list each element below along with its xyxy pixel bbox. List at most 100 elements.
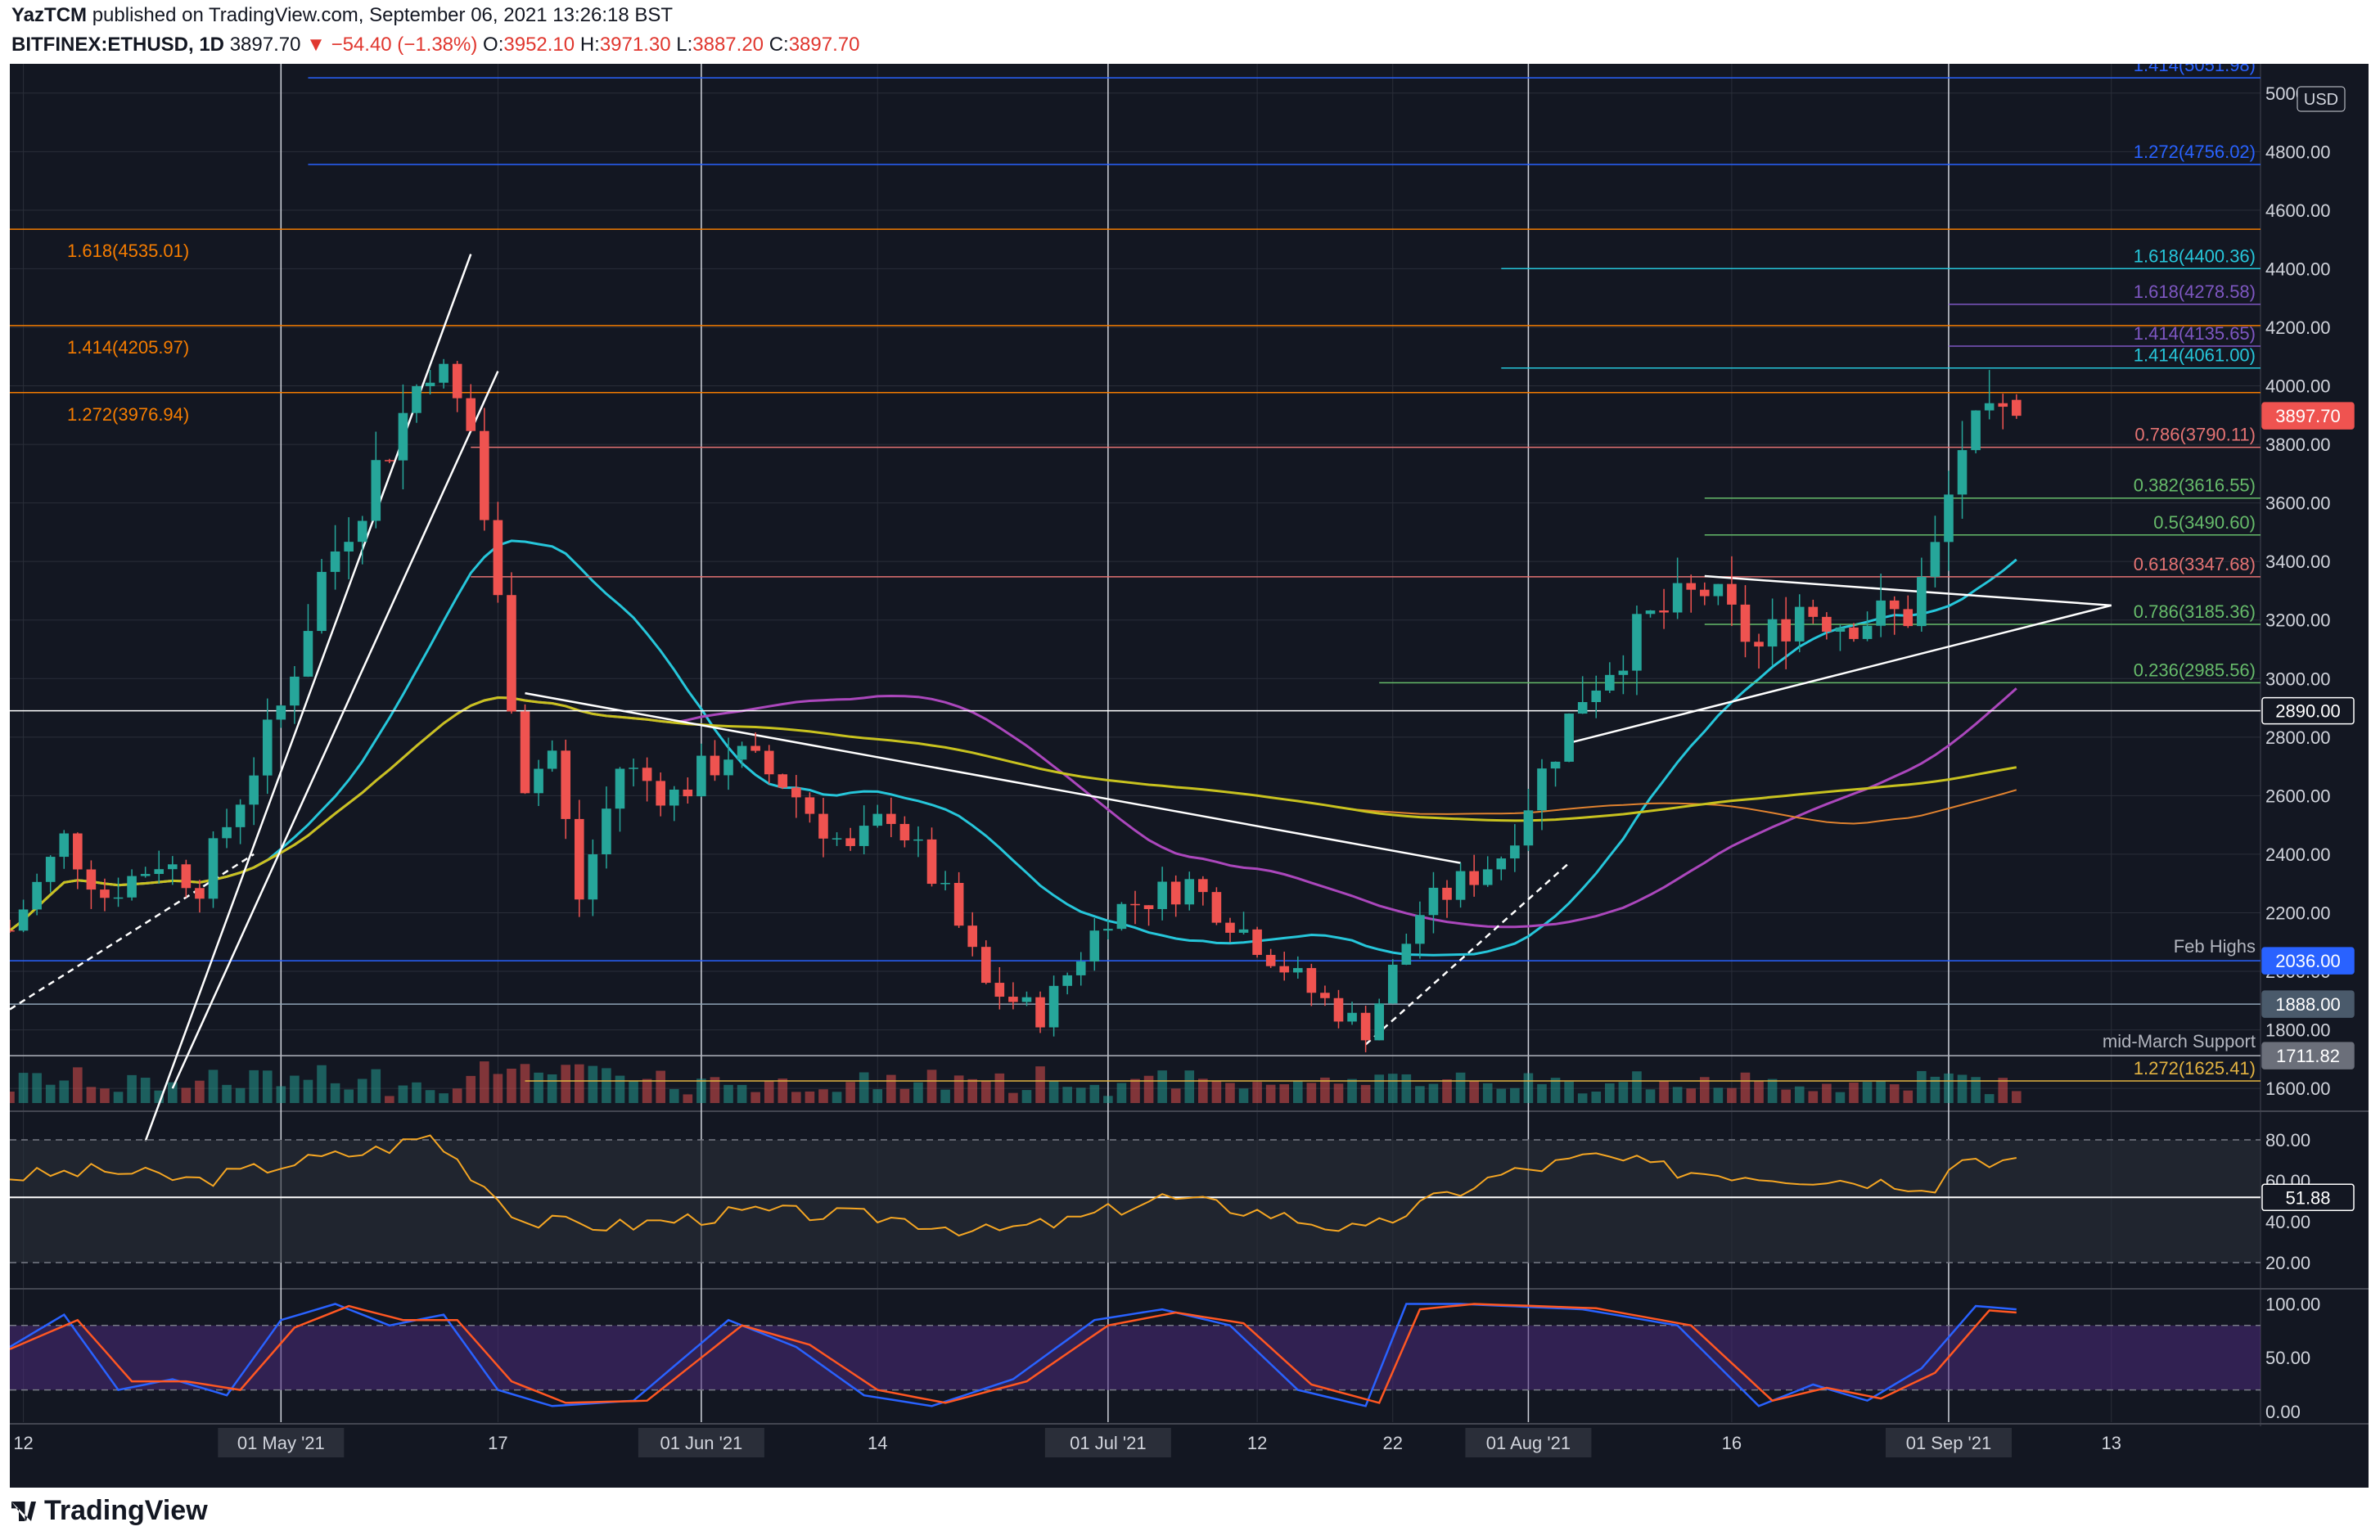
volume-bar [1577,1093,1588,1103]
rsi-band-fill [10,1140,2261,1263]
volume-bar [195,1080,205,1103]
candle-body [1415,915,1425,944]
volume-bar [1211,1080,1222,1103]
price-badge-text: 1711.82 [2276,1046,2340,1066]
candle-body [167,864,178,870]
rsi-badge [2261,1183,2355,1212]
volume-bar [1713,1087,1724,1103]
candle-body [154,869,165,875]
volume-bar [140,1078,151,1103]
candle-body [140,874,151,876]
volume-bar [1225,1083,1235,1103]
candle-body [1387,964,1398,1004]
volume-bar [1387,1074,1398,1103]
candle-body [1645,610,1656,615]
change-down-icon: ▼ [306,34,326,56]
volume-bar [1089,1084,1100,1103]
candle-body [1455,871,1466,900]
volume-bar [967,1078,978,1103]
volume-bar [1320,1077,1330,1103]
candle-body [1930,542,1941,577]
candle-body [317,571,327,632]
volume-bar [1537,1083,1547,1103]
level-label: 1.272(1625.41) [2134,1058,2256,1078]
candle-body [778,774,788,788]
price-axis-tick: 3000.00 [2265,669,2331,689]
price-axis-tick: 2200.00 [2265,903,2331,923]
high-label: H: [579,34,600,56]
candle-body [832,838,842,840]
candle-body [2012,399,2022,417]
volume-bar [1876,1081,1886,1103]
volume-bar [832,1092,842,1103]
volume-bar [1048,1081,1059,1103]
candle-body [439,363,449,383]
candle-body [1781,619,1791,642]
volume-bar [18,1073,29,1103]
candle-body [1116,903,1127,930]
volume-bar [1116,1083,1127,1103]
chart-area[interactable]: 1.414(5051.98) 1.272(4756.02) 1.618(4535.0… [10,64,2369,1488]
trend-line [1704,574,2112,607]
stoch-band-fill [10,1325,2261,1390]
price-badge [2261,947,2355,975]
candle-body [1401,943,1412,965]
volume-bars [10,1061,2022,1103]
rsi-axis-tick: 40.00 [2265,1212,2310,1232]
volume-bar [1903,1090,1913,1103]
volume-bar [1930,1076,1941,1103]
candle-body [696,755,706,797]
volume-bar [737,1084,747,1103]
volume-bar [100,1088,110,1103]
candle-body [751,745,760,751]
volume-bar [276,1086,286,1103]
candle-body [1971,410,1981,451]
level-label: 0.382(3616.55) [2134,475,2256,496]
candle-body [547,750,557,769]
level-label: 0.5(3490.60) [2153,512,2256,533]
candle-body [1035,997,1045,1028]
candle-body [845,838,855,846]
candle-body [507,595,516,712]
candle-body [1876,600,1886,626]
author-name[interactable]: YazTCM [11,4,88,26]
candle-body [1279,966,1290,973]
chart-annotation: Feb Highs [2174,936,2256,957]
candle-body [1835,627,1846,632]
publish-info: published on TradingView.com, September … [92,4,674,26]
price-axis-tick: 3600.00 [2265,493,2331,514]
level-label: 1.414(4205.97) [67,337,189,358]
candle-body [290,676,300,706]
rsi-line [10,1134,2017,1237]
volume-bar [534,1072,543,1103]
volume-bar [86,1087,97,1103]
candle-body [303,631,313,677]
candle-body [1062,975,1072,986]
level-label: 1.272(3976.94) [67,404,189,425]
candle-body [1740,604,1751,642]
volume-bar [1740,1072,1751,1103]
volume-bar [1062,1087,1072,1103]
candle-body [737,745,747,760]
candle-body [1442,887,1452,900]
volume-bar [1686,1088,1697,1103]
candle-body [534,768,543,794]
volume-bar [127,1074,137,1103]
candle-body [1957,450,1968,495]
volume-bar [32,1073,42,1103]
volume-bar [1103,1096,1113,1103]
level-label: 0.786(3790.11) [2134,425,2256,445]
candle-body [967,925,978,948]
volume-bar [723,1084,733,1103]
volume-bar [222,1084,232,1103]
volume-bar [59,1080,70,1103]
price-badge [2261,1042,2355,1069]
volume-bar [953,1075,964,1103]
candle-body [1374,1003,1384,1041]
x-axis-tick: 13 [2102,1433,2121,1453]
volume-bar [1889,1084,1900,1103]
candle-body [466,398,476,431]
candle-body [1008,997,1018,1002]
candle-body [425,382,435,386]
sma200-line [10,696,2017,932]
